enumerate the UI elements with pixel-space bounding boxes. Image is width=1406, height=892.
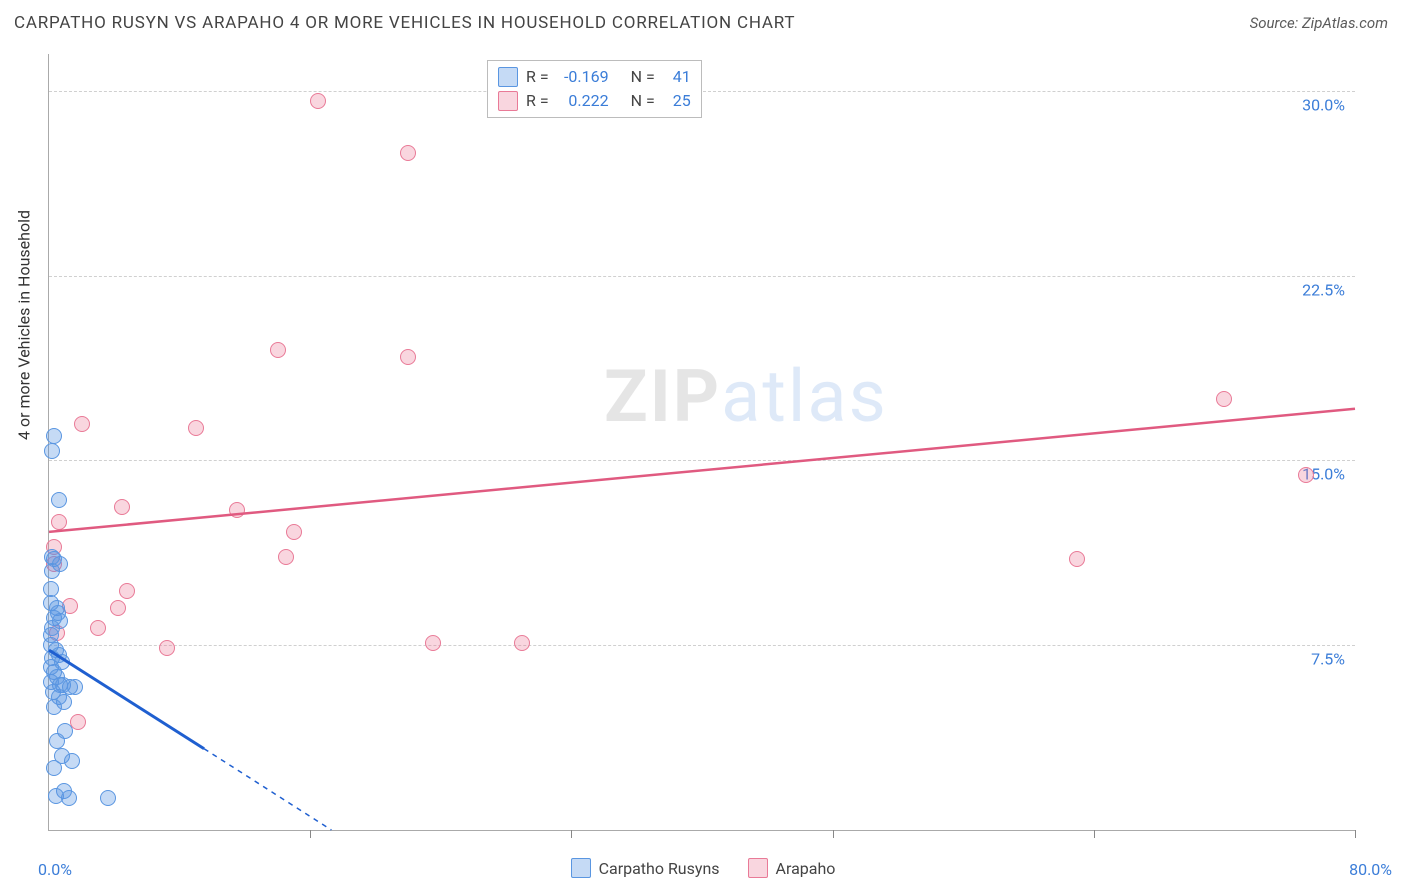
r-value-arapaho: 0.222 (557, 89, 609, 113)
legend-item: Carpatho Rusyns (571, 858, 720, 878)
chart-title: CARPATHO RUSYN VS ARAPAHO 4 OR MORE VEHI… (14, 13, 795, 33)
plot-area: ZIPatlas R = -0.169 N = 41 R = 0.222 N =… (48, 54, 1355, 831)
series-legend: Carpatho Rusyns Arapaho (0, 858, 1406, 878)
n-value-arapaho: 25 (663, 89, 691, 113)
stats-legend: R = -0.169 N = 41 R = 0.222 N = 25 (487, 60, 702, 118)
legend-swatch (571, 858, 591, 878)
stats-row-carpatho: R = -0.169 N = 41 (498, 65, 691, 89)
trend-line (204, 749, 331, 830)
n-label: N = (631, 65, 655, 89)
x-tick (1094, 830, 1095, 838)
chart-header: CARPATHO RUSYN VS ARAPAHO 4 OR MORE VEHI… (0, 0, 1406, 46)
chart-source: Source: ZipAtlas.com (1250, 14, 1388, 32)
swatch-arapaho (498, 91, 518, 111)
y-axis-label: 4 or more Vehicles in Household (15, 210, 34, 440)
legend-label: Arapaho (776, 859, 836, 878)
r-label: R = (526, 89, 549, 113)
x-tick (1355, 830, 1356, 838)
trend-lines-layer (49, 54, 1355, 830)
r-label: R = (526, 65, 549, 89)
trend-line (49, 409, 1355, 532)
legend-item: Arapaho (748, 858, 836, 878)
n-label: N = (631, 89, 655, 113)
stats-row-arapaho: R = 0.222 N = 25 (498, 89, 691, 113)
x-tick (310, 830, 311, 838)
legend-label: Carpatho Rusyns (599, 859, 720, 878)
legend-swatch (748, 858, 768, 878)
x-tick (571, 830, 572, 838)
swatch-carpatho (498, 67, 518, 87)
r-value-carpatho: -0.169 (557, 65, 609, 89)
trend-line (49, 650, 204, 749)
x-tick (833, 830, 834, 838)
n-value-carpatho: 41 (663, 65, 691, 89)
